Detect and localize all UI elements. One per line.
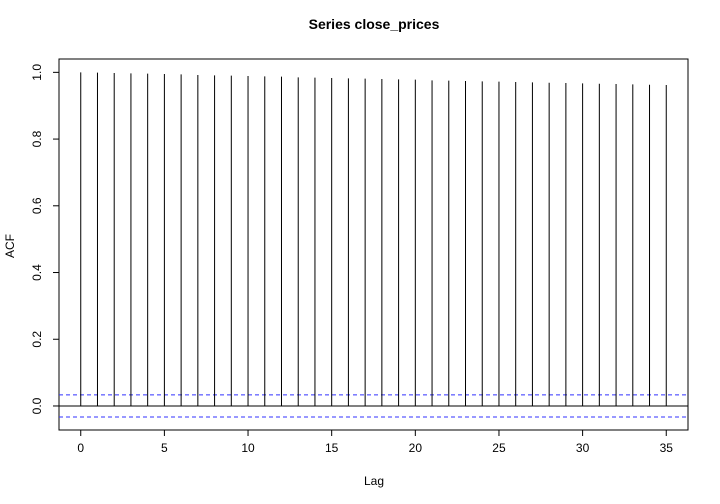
x-tick-label: 35 — [660, 441, 674, 455]
x-axis: 0 5 10 15 20 25 30 35 — [77, 430, 673, 455]
y-axis-label: ACF — [3, 234, 17, 258]
plot-area — [58, 58, 689, 431]
chart-title: Series close_prices — [309, 16, 440, 32]
y-tick-label: 0.8 — [30, 130, 44, 147]
y-axis: 0.0 0.2 0.4 0.6 0.8 1.0 — [30, 64, 59, 414]
y-tick-label: 0.6 — [30, 197, 44, 214]
y-tick-label: 0.2 — [30, 331, 44, 348]
x-axis-label: Lag — [364, 474, 384, 488]
y-tick-label: 0.4 — [30, 264, 44, 281]
x-tick-label: 5 — [161, 441, 168, 455]
x-tick-label: 0 — [77, 441, 84, 455]
y-tick-label: 1.0 — [30, 64, 44, 81]
x-tick-label: 20 — [409, 441, 423, 455]
plot-frame — [58, 58, 689, 431]
x-tick-label: 15 — [325, 441, 339, 455]
x-tick-label: 10 — [241, 441, 255, 455]
y-tick-label: 0.0 — [30, 397, 44, 414]
x-tick-label: 25 — [492, 441, 506, 455]
x-tick-label: 30 — [576, 441, 590, 455]
